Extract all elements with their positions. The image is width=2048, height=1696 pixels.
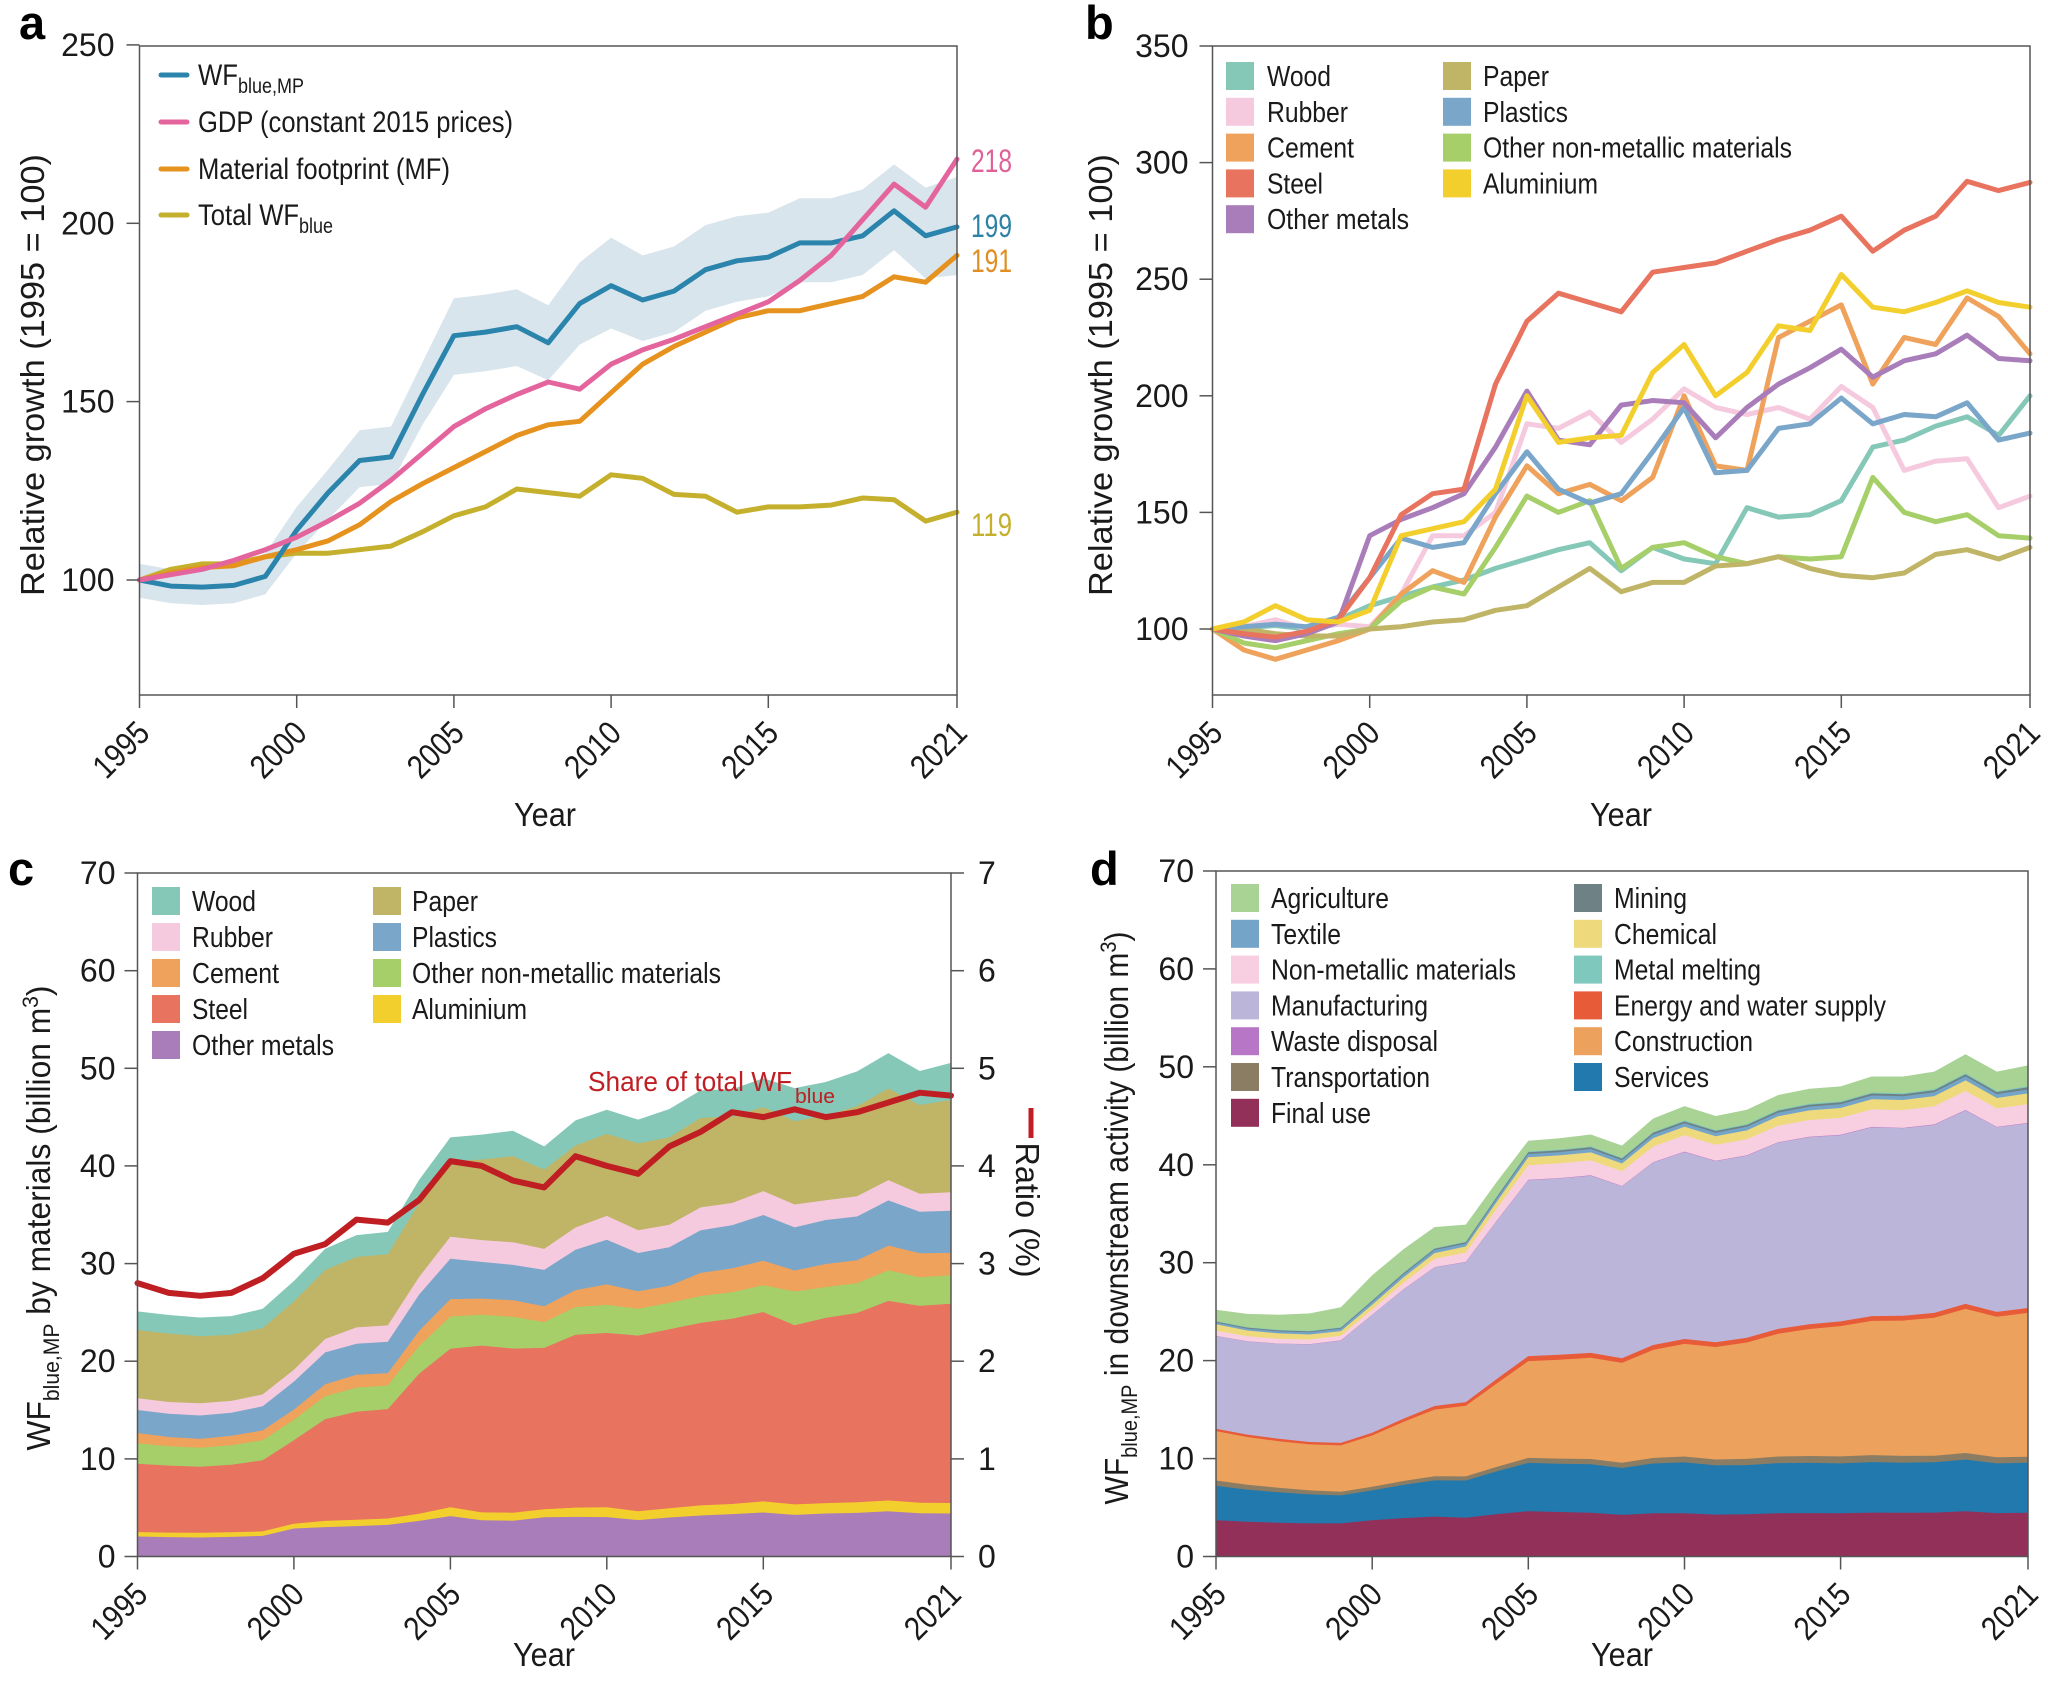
svg-text:Total WF: Total WF <box>198 199 299 232</box>
svg-text:Chemical: Chemical <box>1614 919 1717 951</box>
svg-text:Agriculture: Agriculture <box>1271 883 1389 915</box>
svg-text:WFblue,MP in downstream activi: WFblue,MP in downstream activity (billio… <box>1096 932 1142 1505</box>
svg-text:30: 30 <box>80 1246 116 1282</box>
svg-text:Plastics: Plastics <box>412 922 497 954</box>
svg-text:Other non-metallic materials: Other non-metallic materials <box>412 958 721 990</box>
svg-text:Steel: Steel <box>192 994 248 1026</box>
svg-text:b: b <box>1085 0 1114 49</box>
svg-text:a: a <box>19 0 46 49</box>
svg-text:Ratio (%): Ratio (%) <box>1009 1143 1046 1278</box>
svg-text:350: 350 <box>1135 28 1188 64</box>
svg-text:Plastics: Plastics <box>1483 97 1568 129</box>
svg-text:Wood: Wood <box>1267 61 1331 93</box>
svg-text:250: 250 <box>61 27 114 63</box>
svg-text:50: 50 <box>1158 1049 1194 1085</box>
svg-text:Year: Year <box>514 796 576 833</box>
svg-text:Waste disposal: Waste disposal <box>1271 1026 1438 1058</box>
svg-text:Construction: Construction <box>1614 1026 1753 1058</box>
svg-text:0: 0 <box>1176 1539 1194 1575</box>
svg-text:Material footprint (MF): Material footprint (MF) <box>198 153 450 186</box>
svg-text:40: 40 <box>80 1148 116 1184</box>
svg-text:Steel: Steel <box>1267 168 1323 200</box>
svg-text:7: 7 <box>978 855 996 891</box>
svg-text:4: 4 <box>978 1148 996 1184</box>
svg-text:3: 3 <box>978 1246 996 1282</box>
svg-text:Year: Year <box>513 1636 575 1673</box>
svg-text:2: 2 <box>978 1343 996 1379</box>
svg-text:Cement: Cement <box>1267 133 1354 165</box>
svg-text:Mining: Mining <box>1614 883 1687 915</box>
svg-text:119: 119 <box>971 507 1012 543</box>
svg-text:Rubber: Rubber <box>1267 97 1348 129</box>
svg-text:150: 150 <box>1135 494 1188 530</box>
svg-text:10: 10 <box>1158 1441 1194 1477</box>
svg-text:Paper: Paper <box>412 886 478 918</box>
svg-text:250: 250 <box>1135 261 1188 297</box>
svg-text:Rubber: Rubber <box>192 922 273 954</box>
svg-text:blue: blue <box>299 215 333 238</box>
svg-text:Aluminium: Aluminium <box>412 994 527 1026</box>
svg-text:Non-metallic materials: Non-metallic materials <box>1271 955 1516 987</box>
svg-text:blue: blue <box>795 1086 835 1108</box>
svg-text:Services: Services <box>1614 1062 1709 1094</box>
svg-text:Cement: Cement <box>192 958 279 990</box>
svg-text:191: 191 <box>971 243 1012 279</box>
svg-text:5: 5 <box>978 1050 996 1086</box>
svg-text:Year: Year <box>1590 796 1652 833</box>
svg-text:Other non-metallic materials: Other non-metallic materials <box>1483 133 1792 165</box>
svg-text:200: 200 <box>61 205 114 241</box>
svg-text:40: 40 <box>1158 1147 1194 1183</box>
svg-text:Textile: Textile <box>1271 919 1341 951</box>
svg-text:Year: Year <box>1591 1636 1653 1673</box>
svg-text:20: 20 <box>80 1343 116 1379</box>
svg-text:Relative growth (1995 = 100): Relative growth (1995 = 100) <box>1082 154 1119 596</box>
svg-text:Other metals: Other metals <box>192 1030 334 1062</box>
svg-text:70: 70 <box>1158 853 1194 889</box>
svg-text:Final use: Final use <box>1271 1098 1371 1130</box>
svg-text:30: 30 <box>1158 1245 1194 1281</box>
svg-text:Transportation: Transportation <box>1271 1062 1430 1094</box>
svg-text:0: 0 <box>978 1539 996 1575</box>
svg-text:10: 10 <box>80 1441 116 1477</box>
svg-text:Other metals: Other metals <box>1267 204 1409 236</box>
svg-text:Aluminium: Aluminium <box>1483 168 1598 200</box>
svg-text:300: 300 <box>1135 145 1188 181</box>
svg-text:50: 50 <box>80 1050 116 1086</box>
svg-text:Share of total WF: Share of total WF <box>588 1066 792 1097</box>
svg-text:100: 100 <box>61 562 114 598</box>
svg-text:6: 6 <box>978 953 996 989</box>
svg-text:100: 100 <box>1135 611 1188 647</box>
svg-text:200: 200 <box>1135 378 1188 414</box>
svg-text:Relative growth (1995 = 100): Relative growth (1995 = 100) <box>14 154 51 596</box>
svg-text:d: d <box>1090 842 1119 895</box>
svg-text:199: 199 <box>971 208 1012 244</box>
svg-text:Paper: Paper <box>1483 61 1549 93</box>
svg-text:1: 1 <box>978 1441 996 1477</box>
svg-text:20: 20 <box>1158 1343 1194 1379</box>
svg-text:Metal melting: Metal melting <box>1614 955 1761 987</box>
svg-text:70: 70 <box>80 855 116 891</box>
svg-text:c: c <box>8 842 34 895</box>
svg-text:Manufacturing: Manufacturing <box>1271 990 1428 1022</box>
svg-text:60: 60 <box>1158 951 1194 987</box>
svg-text:Energy and water supply: Energy and water supply <box>1614 990 1886 1022</box>
svg-text:218: 218 <box>971 143 1012 179</box>
svg-text:WF: WF <box>198 59 238 92</box>
svg-text:60: 60 <box>80 953 116 989</box>
svg-text:0: 0 <box>98 1539 116 1575</box>
svg-text:Wood: Wood <box>192 886 256 918</box>
svg-text:blue,MP: blue,MP <box>238 75 304 98</box>
svg-text:GDP (constant 2015 prices): GDP (constant 2015 prices) <box>198 106 513 139</box>
svg-text:150: 150 <box>61 384 114 420</box>
